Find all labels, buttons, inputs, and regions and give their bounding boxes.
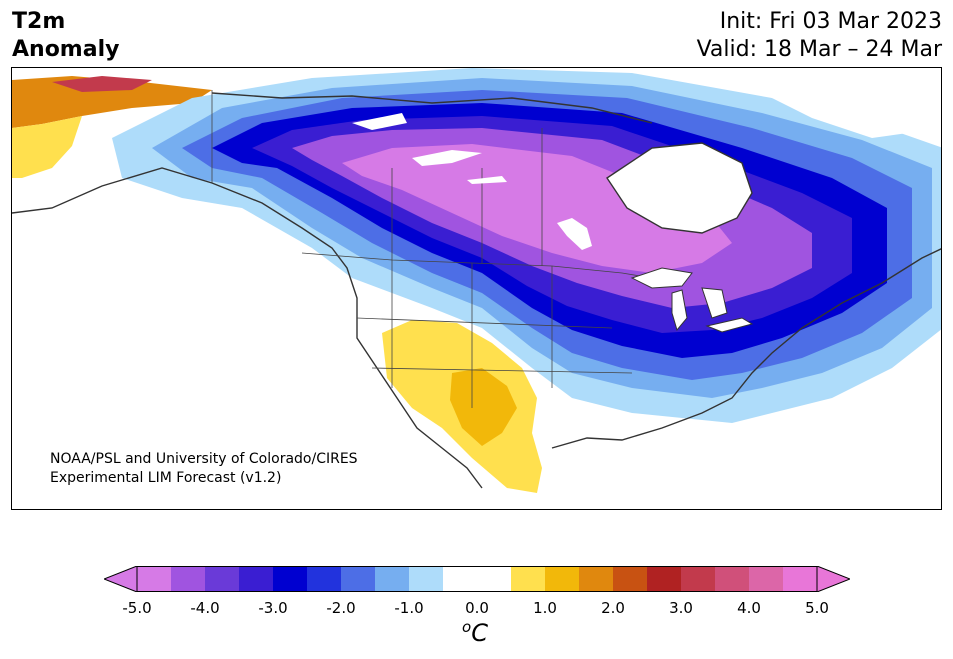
colorbar-segment bbox=[239, 566, 274, 592]
lake-michigan bbox=[671, 289, 688, 332]
colorbar-segment bbox=[375, 566, 410, 592]
colorbar-tick-label: 1.0 bbox=[533, 599, 557, 617]
gulf-coast bbox=[551, 248, 941, 449]
canada-lakes bbox=[352, 113, 592, 250]
map-title: T2m Anomaly bbox=[12, 8, 119, 64]
credit-line-1: NOAA/PSL and University of Colorado/CIRE… bbox=[50, 451, 358, 467]
colorbar-segment bbox=[443, 566, 478, 592]
lake-4 bbox=[557, 218, 592, 250]
great-lakes bbox=[630, 267, 754, 333]
colorbar-under-arrow bbox=[104, 566, 138, 592]
alaska-warm-red bbox=[52, 76, 152, 92]
hudson-bay-coast bbox=[606, 142, 753, 234]
colorbar-tick-label: 4.0 bbox=[737, 599, 761, 617]
lake-1 bbox=[352, 113, 407, 130]
arctic-coast bbox=[211, 92, 653, 124]
credit-text: NOAA/PSL and University of Colorado/CIRE… bbox=[50, 450, 358, 488]
valid-range: Valid: 18 Mar – 24 Mar bbox=[696, 37, 942, 62]
colorbar-segment bbox=[409, 566, 444, 592]
lake-superior bbox=[630, 267, 693, 289]
alaska-warm-yellow bbox=[12, 116, 82, 178]
colorbar-segment bbox=[477, 566, 512, 592]
state-borders bbox=[211, 90, 653, 408]
coastlines bbox=[12, 92, 941, 489]
title-line-2: Anomaly bbox=[12, 37, 120, 62]
anomaly-map bbox=[12, 68, 941, 493]
colorbar-segment bbox=[341, 566, 376, 592]
colorbar-tick-label: 3.0 bbox=[669, 599, 693, 617]
border-5 bbox=[371, 367, 633, 374]
lake-2 bbox=[412, 150, 482, 166]
colorbar-tick-label: -1.0 bbox=[394, 599, 424, 617]
lake-erie bbox=[705, 317, 754, 333]
colorbar-unit: oC bbox=[462, 618, 488, 647]
colorbar-tick-label: -4.0 bbox=[190, 599, 220, 617]
colorbar-tick-label: 0.0 bbox=[465, 599, 489, 617]
colorbar-segment bbox=[171, 566, 206, 592]
colorbar-segment bbox=[273, 566, 308, 592]
colorbar-tick-label: -3.0 bbox=[258, 599, 288, 617]
alaska-warm-orange bbox=[12, 76, 212, 128]
colorbar-segment bbox=[511, 566, 546, 592]
colorbar-segment bbox=[647, 566, 682, 592]
colorbar-segment bbox=[783, 566, 818, 592]
colorbar-segment bbox=[137, 566, 172, 592]
colorbar-tick-label: 5.0 bbox=[805, 599, 829, 617]
title-line-1: T2m bbox=[12, 9, 66, 34]
unit-degree: o bbox=[462, 618, 472, 636]
hudson-bay bbox=[607, 143, 752, 233]
colorbar-segment bbox=[545, 566, 580, 592]
unit-symbol: C bbox=[471, 619, 488, 647]
colorbar-segment bbox=[613, 566, 648, 592]
colorbar-tick-label: -2.0 bbox=[326, 599, 356, 617]
colorbar-tick-label: -5.0 bbox=[122, 599, 152, 617]
colorbar-segment bbox=[205, 566, 240, 592]
us-canada-border bbox=[301, 252, 653, 279]
border-4 bbox=[356, 317, 613, 329]
credit-line-2: Experimental LIM Forecast (v1.2) bbox=[50, 470, 282, 486]
colorbar-segment bbox=[749, 566, 784, 592]
lake-3 bbox=[467, 176, 507, 184]
colorbar-segment bbox=[579, 566, 614, 592]
cold-core-magenta bbox=[342, 144, 732, 273]
colorbar bbox=[104, 566, 850, 592]
lake-huron bbox=[701, 287, 728, 319]
greenland bbox=[712, 68, 941, 138]
colorbar-segment bbox=[715, 566, 750, 592]
map-panel: NOAA/PSL and University of Colorado/CIRE… bbox=[11, 67, 942, 510]
colorbar-segment bbox=[681, 566, 716, 592]
west-coast bbox=[12, 167, 483, 489]
forecast-dates: Init: Fri 03 Mar 2023 Valid: 18 Mar – 24… bbox=[697, 8, 942, 64]
colorbar-segment bbox=[307, 566, 342, 592]
colorbar-frame bbox=[136, 566, 818, 592]
colorbar-tick-label: 2.0 bbox=[601, 599, 625, 617]
colorbar-over-arrow bbox=[816, 566, 850, 592]
init-date: Init: Fri 03 Mar 2023 bbox=[719, 9, 942, 34]
southwest-warm-amber bbox=[450, 368, 517, 446]
